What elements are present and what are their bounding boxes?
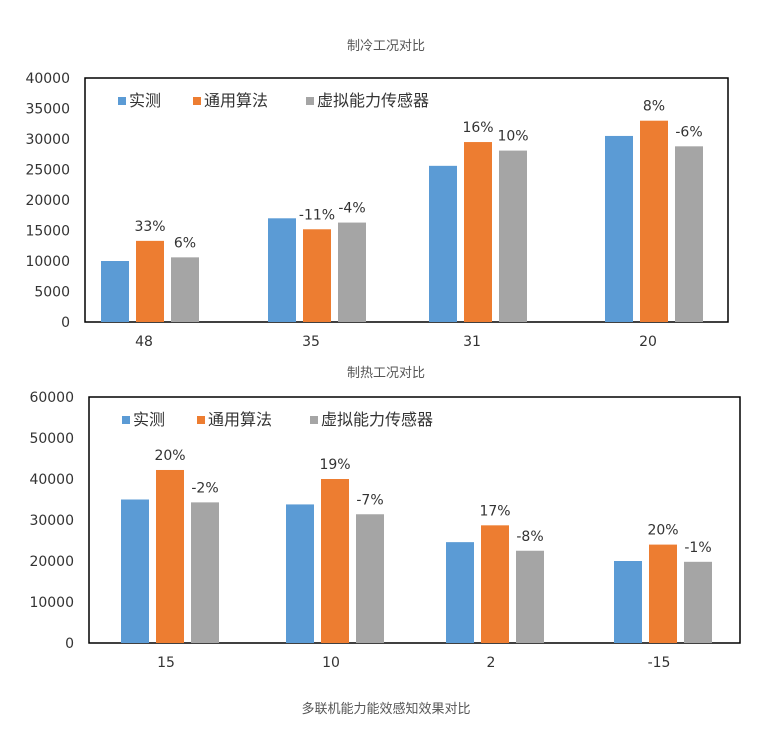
chart1-data-label: 16% [462,120,493,136]
chart1-ytick-label: 25000 [25,163,70,179]
chart1-plot-frame [84,77,729,323]
chart2-bar [121,499,149,643]
chart2-legend-swatch [197,416,205,424]
chart2-data-label: -2% [191,480,218,496]
chart1-data-label: -4% [338,201,365,217]
chart1-bar [640,120,668,322]
chart1-xtick-label: 20 [639,334,657,350]
chart1-legend-label: 虚拟能力传感器 [317,91,429,110]
chart2-legend-label: 通用算法 [208,410,272,429]
chart2-bar [649,544,677,643]
chart1-bar [136,240,164,322]
chart1-bar [303,229,331,322]
chart2-xtick-label: -15 [648,655,671,671]
chart2-bar [286,504,314,643]
chart2-ytick-label: 10000 [29,595,74,611]
chart2-legend-swatch [310,416,318,424]
chart2-xtick-label: 10 [322,655,340,671]
chart2-ytick-label: 0 [65,636,74,652]
chart2-ytick-label: 40000 [29,472,74,488]
chart2-bar [321,479,349,643]
chart1-data-label: -11% [299,207,335,223]
chart1-bar [338,222,366,322]
chart2-plot-frame [88,396,741,644]
chart1-data-label: 33% [134,219,165,235]
chart1-legend-swatch [118,97,126,105]
chart2-ytick-label: 20000 [29,554,74,570]
chart1-data-label: 6% [174,235,196,251]
chart2-bar [614,561,642,643]
chart2-legend-label: 实测 [133,410,165,429]
chart2-ytick-label: 60000 [29,390,74,406]
chart2-bar [356,514,384,643]
chart1-bar [101,261,129,322]
chart1-legend-label: 实测 [129,91,161,110]
chart1-data-label: -6% [675,124,702,140]
chart1-bar [268,218,296,322]
chart2-data-label: -1% [684,540,711,556]
chart1-ytick-label: 15000 [25,224,70,240]
chart1-ytick-label: 20000 [25,193,70,209]
chart1-bar [675,146,703,322]
chart2-data-label: -8% [516,529,543,545]
chart1-bar [605,135,633,322]
chart2-bar [446,542,474,643]
chart2-bar [156,469,184,643]
chart2-data-label: 20% [154,448,185,464]
chart2-legend-label: 虚拟能力传感器 [321,410,433,429]
chart2-data-label: 17% [479,503,510,519]
chart2-ytick-label: 50000 [29,431,74,447]
chart2-legend-swatch [122,416,130,424]
chart1-xtick-label: 48 [135,334,153,350]
chart1-ytick-label: 5000 [34,285,70,301]
chart1-bar [171,257,199,322]
chart1-data-label: 8% [643,99,665,115]
chart1-ytick-label: 0 [61,315,70,331]
chart2-bar [684,561,712,643]
chart2-bar [191,502,219,643]
chart2-title: 制热工况对比 [347,366,425,381]
chart1-xtick-label: 31 [463,334,481,350]
chart2-ytick-label: 30000 [29,513,74,529]
chart1-ytick-label: 35000 [25,102,70,118]
chart1-bar [464,142,492,322]
chart1-data-label: 10% [497,129,528,145]
chart2-bar [516,550,544,643]
chart2-data-label: 20% [647,523,678,539]
chart1-ytick-label: 30000 [25,132,70,148]
chart1-xtick-label: 35 [302,334,320,350]
figure-caption: 多联机能力能效感知效果对比 [301,701,470,717]
chart1-ytick-label: 10000 [25,254,70,270]
chart1-bar [429,165,457,322]
chart1-legend-swatch [306,97,314,105]
chart2-xtick-label: 2 [487,655,496,671]
chart1-legend-swatch [193,97,201,105]
chart1-bar [499,150,527,322]
chart2-xtick-label: 15 [157,655,175,671]
chart2-bar [481,525,509,643]
chart2-data-label: -7% [356,492,383,508]
chart1-title: 制冷工况对比 [347,39,425,54]
chart1-ytick-label: 40000 [25,71,70,87]
chart1-legend-label: 通用算法 [204,91,268,110]
chart2-data-label: 19% [319,457,350,473]
